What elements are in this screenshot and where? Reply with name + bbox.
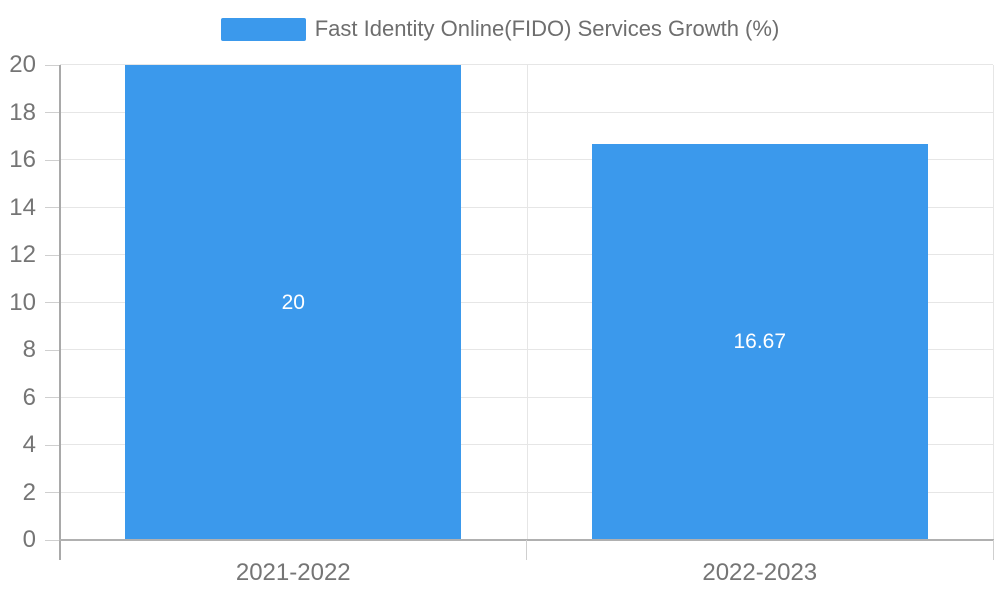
- x-tick-label: 2022-2023: [702, 559, 818, 586]
- bar-slot-2022-2023: 16.67: [527, 65, 994, 540]
- x-axis-labels: 2021-2022 2022-2023: [60, 559, 993, 587]
- y-axis-tick: [45, 302, 59, 303]
- y-tick-label: 8: [22, 336, 36, 363]
- y-axis-line: [59, 65, 61, 560]
- y-tick-label: 20: [9, 51, 36, 78]
- legend-item[interactable]: Fast Identity Online(FIDO) Services Grow…: [220, 16, 780, 42]
- x-tick-label: 2021-2022: [235, 559, 351, 586]
- y-tick-label: 14: [9, 193, 36, 221]
- y-axis-tick: [45, 112, 59, 113]
- bar-slot-2021-2022: 20: [60, 65, 527, 540]
- y-tick-label: 0: [22, 526, 36, 553]
- y-axis-tick: [45, 539, 59, 541]
- legend-label: Fast Identity Online(FIDO) Services Grow…: [314, 16, 780, 41]
- bar-2021-2022[interactable]: 20: [125, 65, 462, 540]
- y-tick-label: 2: [22, 478, 36, 506]
- y-axis-tick: [45, 492, 59, 493]
- y-tick-label: 18: [9, 98, 36, 126]
- y-tick-label: 6: [22, 383, 36, 411]
- bar-value-label: 20: [281, 290, 305, 314]
- gridline-horizontal: [60, 64, 993, 65]
- legend-swatch: [220, 17, 306, 41]
- bar-2022-2023[interactable]: 16.67: [591, 144, 928, 540]
- y-tick-label: 12: [9, 241, 36, 268]
- y-axis-tick: [45, 159, 59, 161]
- y-axis-tick: [45, 207, 59, 208]
- legend: Fast Identity Online(FIDO) Services Grow…: [0, 16, 1000, 42]
- y-axis-tick: [45, 349, 59, 351]
- y-axis-tick: [45, 397, 59, 398]
- gridline-vertical: [526, 65, 528, 540]
- y-axis-labels: 0 2 4 6 8 10 12 14 16 18 20: [0, 53, 38, 552]
- x-axis-tick: [526, 540, 527, 560]
- bar-value-label: 16.67: [733, 330, 787, 354]
- y-tick-label: 16: [9, 146, 36, 173]
- x-axis-tick: [992, 540, 994, 560]
- plot-area: 20 16.67: [45, 64, 994, 560]
- y-tick-label: 10: [9, 288, 36, 316]
- y-axis-tick: [45, 64, 59, 66]
- y-axis-tick: [45, 254, 59, 256]
- y-tick-label: 4: [22, 431, 36, 458]
- bar-series: 20 16.67: [60, 65, 993, 540]
- y-axis-tick: [45, 444, 59, 446]
